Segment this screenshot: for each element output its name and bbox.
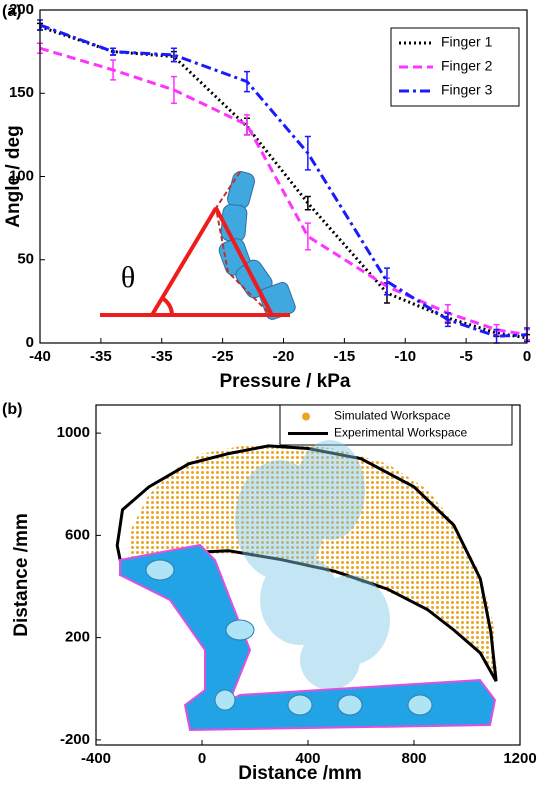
series-line	[127, 443, 498, 679]
y-tick-label: 600	[65, 526, 90, 543]
legend-label: Finger 1	[441, 34, 493, 50]
y-tick-label: 200	[65, 629, 90, 646]
error-bar	[383, 267, 390, 296]
error-bar	[304, 222, 311, 251]
x-tick-label: 1200	[503, 750, 536, 767]
x-tick-label: -20	[273, 348, 295, 365]
data-layer	[115, 443, 498, 682]
x-tick-label: 0	[523, 348, 531, 365]
legend-label: Experimental Workspace	[334, 426, 467, 440]
error-bar	[243, 114, 250, 136]
x-tick-label: -5	[459, 348, 472, 365]
y-tick-label: 50	[17, 251, 34, 268]
error-bar	[304, 195, 311, 211]
error-bar	[243, 70, 250, 93]
x-axis-label: Distance /mm	[238, 763, 362, 784]
x-tick-label: -10	[394, 348, 416, 365]
robot-illustration	[119, 440, 497, 732]
y-axis-label: Distance /mm	[11, 513, 32, 637]
x-tick-label: -400	[81, 750, 111, 767]
y-tick-label: 200	[9, 1, 34, 18]
legend-label: Simulated Workspace	[334, 409, 451, 423]
x-tick-label: -15	[334, 348, 356, 365]
x-tick-label: 400	[295, 750, 320, 767]
legend-label: Finger 2	[441, 58, 493, 74]
x-tick-label: 800	[401, 750, 426, 767]
error-bar	[110, 47, 117, 56]
y-tick-label: -200	[60, 731, 90, 748]
series-line	[115, 444, 498, 682]
panel: -40 -35 -35 -25 -20 -15 -10 -5 0 0 50 100 150 200 Pres…	[2, 1, 531, 392]
x-tick-label: -40	[29, 348, 51, 365]
y-axis-label: Angle / deg	[3, 125, 24, 227]
error-bar	[444, 312, 451, 328]
x-tick-label: -25	[212, 348, 234, 365]
error-bar	[170, 75, 177, 104]
panel-label: (a)	[2, 3, 22, 20]
plot-frame	[39, 9, 528, 344]
y-tick-label: 150	[9, 84, 34, 101]
y-tick-label: 100	[9, 167, 34, 184]
error-bar	[304, 135, 311, 171]
legend-box	[279, 404, 513, 446]
series-line	[39, 25, 528, 340]
legend-swatch	[302, 412, 310, 421]
x-tick-label: -35	[151, 348, 173, 365]
x-tick-label: -35	[90, 348, 112, 365]
inset-illustration	[100, 171, 296, 320]
x-axis-label: Pressure / kPa	[220, 371, 351, 392]
y-tick-label: 0	[26, 334, 34, 351]
error-bar	[170, 47, 177, 63]
y-tick-label: 1000	[57, 424, 90, 441]
theta-label: θ	[121, 261, 135, 294]
error-bar	[110, 59, 117, 81]
legend-label: Finger 3	[441, 82, 493, 98]
panel-label: (b)	[2, 401, 22, 418]
x-tick-label: 0	[198, 750, 206, 767]
legend-box	[390, 27, 520, 107]
